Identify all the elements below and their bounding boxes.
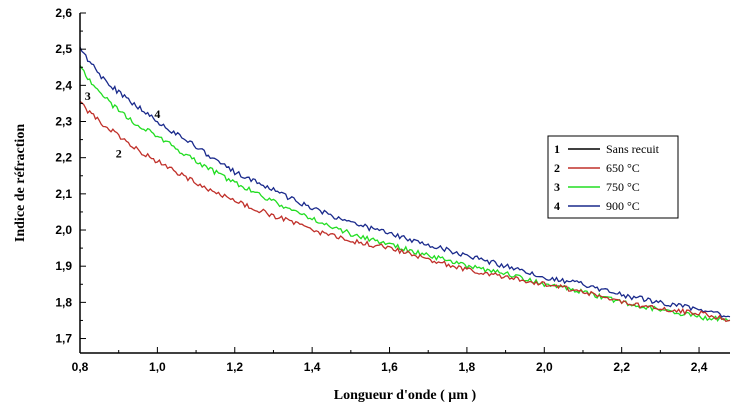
curve-label-2: 2 (116, 147, 122, 161)
y-tick-label: 2,6 (55, 6, 72, 20)
legend-number: 1 (554, 142, 560, 156)
y-tick-label: 2,3 (55, 115, 72, 129)
curve-label-3: 3 (85, 89, 91, 103)
legend-label: 900 °C (606, 199, 640, 213)
series-line-4 (79, 46, 731, 318)
x-tick-label: 1,0 (149, 360, 166, 374)
y-tick-label: 2,0 (55, 223, 72, 237)
legend-number: 4 (554, 199, 560, 213)
legend: 1 Sans recuit 2 650 °C 3 750 °C 4 900 °C (547, 135, 679, 219)
series-line-2 (79, 100, 731, 323)
legend-number: 3 (554, 180, 560, 194)
legend-number: 2 (554, 161, 560, 175)
x-tick-label: 1,4 (304, 360, 321, 374)
x-tick-label: 2,2 (613, 360, 630, 374)
x-tick-label: 1,6 (381, 360, 398, 374)
y-tick-label: 2,1 (55, 187, 72, 201)
legend-label: Sans recuit (606, 142, 660, 156)
x-tick-label: 0,8 (72, 360, 89, 374)
y-tick-label: 2,2 (55, 151, 72, 165)
y-axis-title: Indice de réfraction (13, 124, 28, 242)
curve-label-4: 4 (154, 107, 160, 121)
y-tick-label: 1,8 (55, 295, 72, 309)
y-tick-label: 2,5 (55, 42, 72, 56)
x-tick-label: 1,2 (226, 360, 243, 374)
y-tick-label: 1,9 (55, 259, 72, 273)
annotations-layer: 2 3 4 (85, 89, 161, 161)
legend-label: 650 °C (606, 161, 640, 175)
series-layer (79, 46, 731, 323)
y-tick-label: 2,4 (55, 78, 72, 92)
x-axis-title: Longueur d'onde ( µm ) (334, 388, 477, 403)
legend-label: 750 °C (606, 180, 640, 194)
x-tick-label: 2,0 (536, 360, 553, 374)
y-tick-label: 1,7 (55, 332, 72, 346)
axes-layer: 0,8 1,0 1,2 1,4 1,6 1,8 2,0 2,2 2,4 1,7 1,8 1,9 2,0 2… (55, 6, 730, 374)
x-tick-label: 1,8 (459, 360, 476, 374)
x-tick-label: 2,4 (691, 360, 708, 374)
